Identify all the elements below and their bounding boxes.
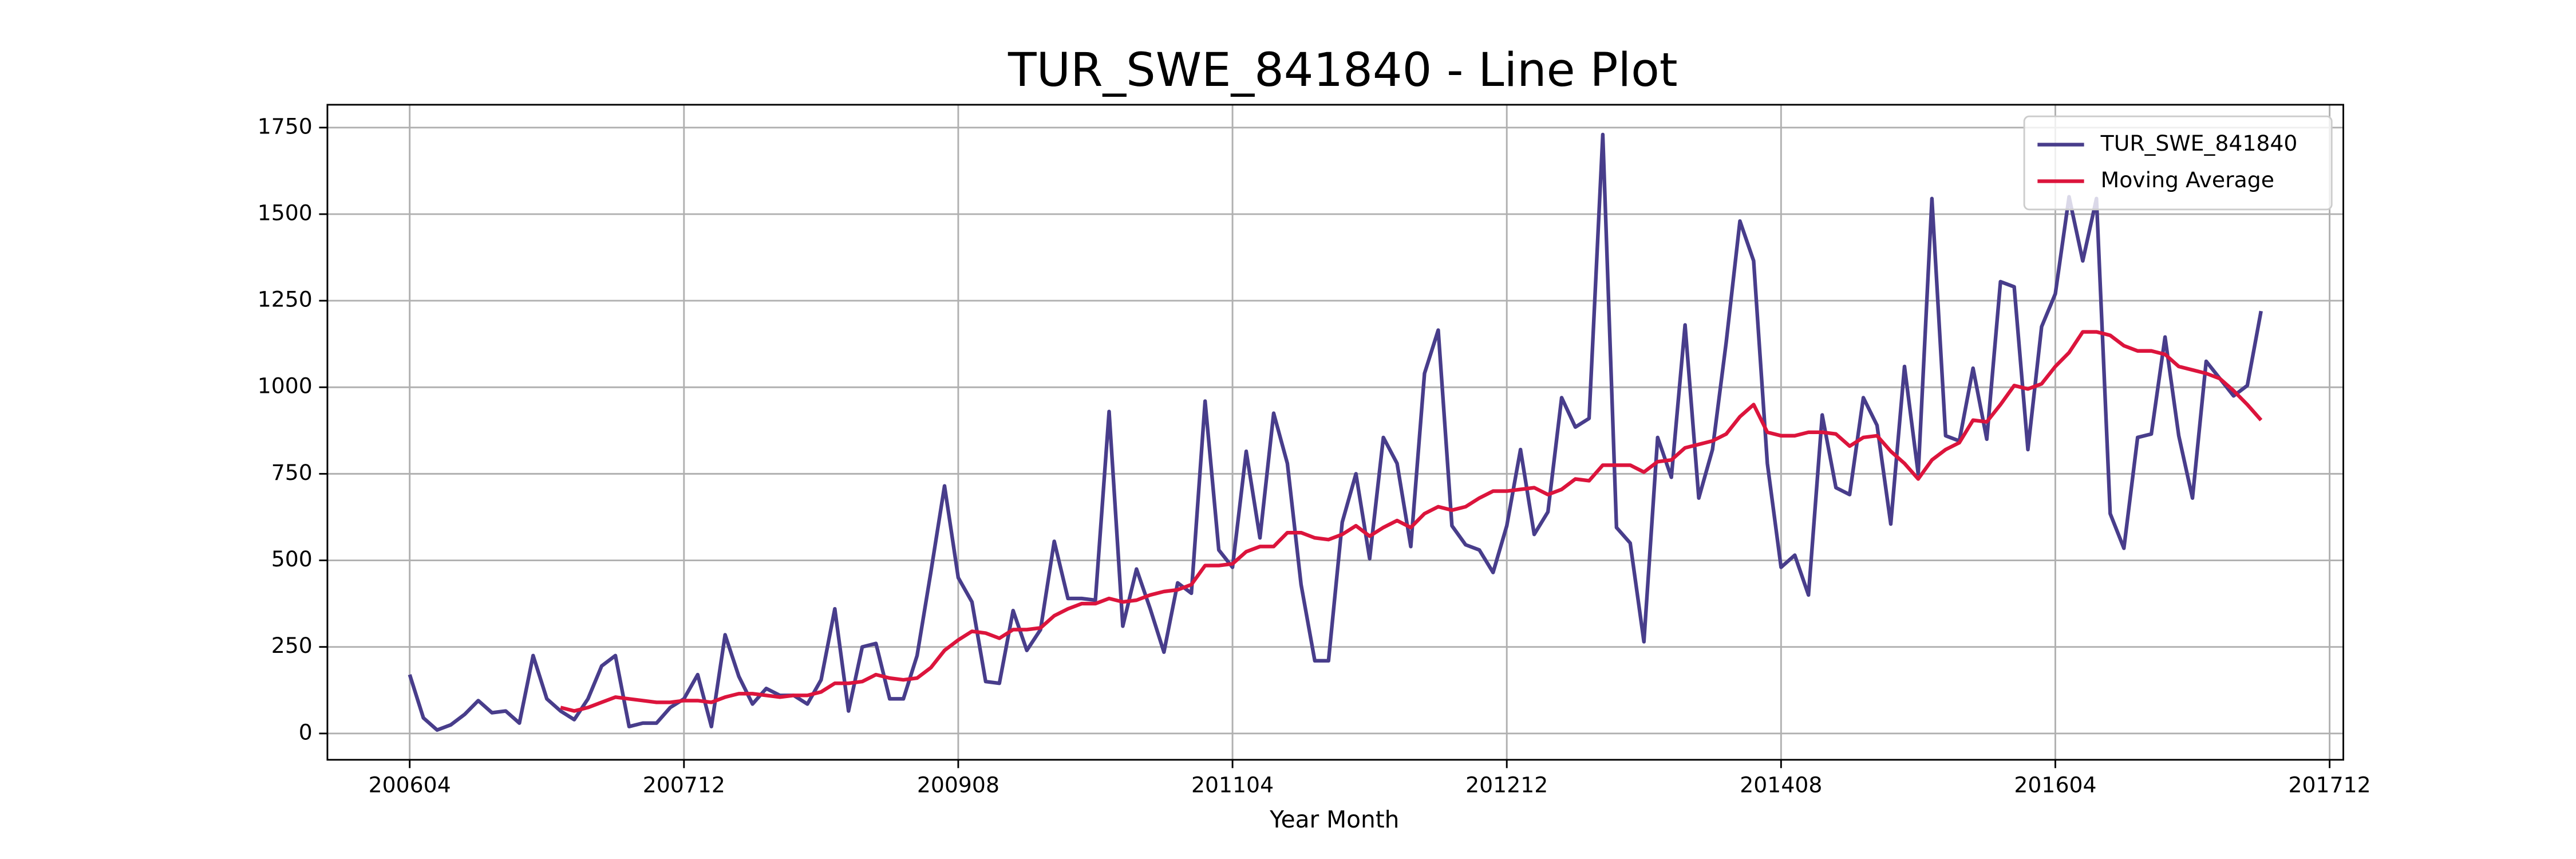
x-tick-label: 200604 bbox=[369, 773, 451, 798]
y-tick-label: 1750 bbox=[258, 113, 313, 139]
x-axis-label: Year Month bbox=[1269, 806, 1399, 833]
x-tick-label: 201212 bbox=[1465, 773, 1548, 798]
plot-frame bbox=[326, 104, 2344, 761]
chart-title: TUR_SWE_841840 - Line Plot bbox=[1008, 44, 1678, 97]
x-tick-label: 200712 bbox=[643, 773, 725, 798]
y-tick-label: 750 bbox=[271, 460, 313, 485]
legend-label: TUR_SWE_841840 bbox=[2100, 131, 2298, 156]
y-tick-label: 1000 bbox=[258, 373, 313, 399]
x-tick-label: 201604 bbox=[2014, 773, 2096, 798]
series-line bbox=[560, 330, 2263, 713]
x-tick-label: 201408 bbox=[1740, 773, 1822, 798]
series-line bbox=[408, 132, 2263, 732]
y-tick-label: 250 bbox=[271, 633, 313, 658]
y-tick-label: 500 bbox=[271, 546, 313, 572]
y-tick-label: 1250 bbox=[258, 287, 313, 312]
x-tick-label: 201712 bbox=[2289, 773, 2371, 798]
y-tick-label: 0 bbox=[299, 719, 313, 744]
legend-box bbox=[2023, 115, 2333, 211]
legend: TUR_SWE_841840 Moving Average bbox=[2023, 115, 2333, 211]
x-tick-label: 200908 bbox=[917, 773, 999, 798]
x-tick-label: 201104 bbox=[1191, 773, 1274, 798]
y-tick-label: 1500 bbox=[258, 200, 313, 225]
legend-label: Moving Average bbox=[2101, 167, 2274, 192]
